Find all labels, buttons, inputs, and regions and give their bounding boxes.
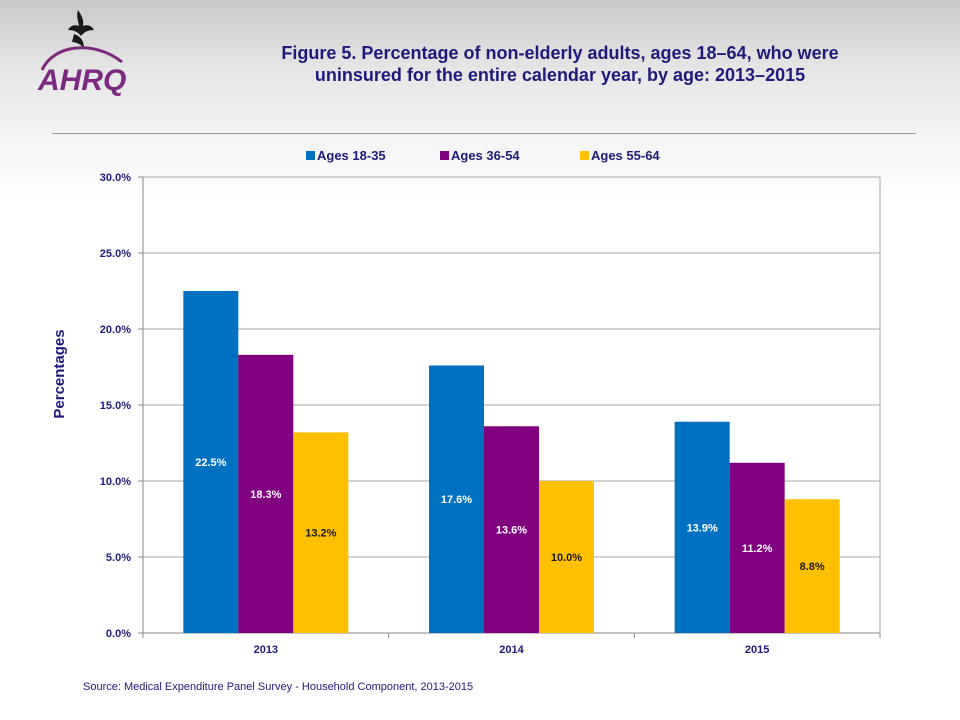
- bar: [183, 291, 239, 633]
- legend-label: Ages 18-35: [317, 148, 386, 163]
- hhs-eagle-icon: [68, 10, 94, 48]
- bar: [293, 432, 349, 633]
- ahrq-logo: AHRQ: [37, 10, 126, 97]
- y-tick-label: 25.0%: [100, 248, 131, 260]
- bars: [183, 291, 840, 633]
- logo-text: AHRQ: [37, 64, 126, 97]
- data-label: 13.9%: [687, 522, 718, 534]
- bar: [539, 481, 594, 633]
- data-label: 10.0%: [551, 552, 582, 564]
- y-tick-label: 0.0%: [106, 628, 131, 640]
- data-label: 17.6%: [441, 494, 472, 506]
- title-line-1: Figure 5. Percentage of non-elderly adul…: [281, 43, 839, 63]
- x-tick-label: 2015: [745, 644, 769, 656]
- data-labels: 22.5% 18.3% 13.2% 17.6% 13.6% 10.0% 13.9% 11.2%…: [195, 457, 825, 573]
- y-tick-label: 15.0%: [100, 400, 131, 412]
- legend: Ages 18-35 Ages 36-54 Ages 55-64: [306, 148, 660, 163]
- arc-swoosh-icon: [40, 46, 123, 71]
- data-label: 11.2%: [742, 543, 773, 555]
- y-axis-label: Percentages: [51, 329, 68, 418]
- y-axis-ticks: 0.0% 5.0% 10.0% 15.0% 20.0% 25.0% 30.0%: [100, 172, 143, 640]
- data-label: 22.5%: [195, 457, 226, 469]
- bar: [784, 499, 840, 633]
- bar: [674, 421, 730, 633]
- y-tick-label: 5.0%: [106, 552, 131, 564]
- x-tick-label: 2014: [499, 644, 524, 656]
- legend-label: Ages 36-54: [451, 148, 520, 163]
- x-axis-ticks: 2013 2014 2015: [142, 633, 881, 656]
- y-tick-label: 20.0%: [100, 324, 131, 336]
- bar: [484, 426, 539, 633]
- title-line-2: uninsured for the entire calendar year, …: [314, 65, 806, 85]
- data-label: 18.3%: [250, 489, 281, 501]
- bar: [238, 354, 294, 633]
- data-label: 13.6%: [496, 525, 527, 537]
- bar: [729, 462, 785, 633]
- y-tick-label: 30.0%: [100, 172, 131, 184]
- legend-swatch: [306, 151, 315, 160]
- source-note: Source: Medical Expenditure Panel Survey…: [83, 681, 474, 693]
- x-tick-label: 2013: [254, 644, 278, 656]
- data-label: 13.2%: [305, 528, 336, 540]
- legend-swatch: [440, 151, 449, 160]
- y-tick-label: 10.0%: [100, 476, 131, 488]
- header-divider: [52, 133, 916, 134]
- legend-label: Ages 55-64: [591, 148, 660, 163]
- data-label: 8.8%: [800, 561, 825, 573]
- bar: [429, 365, 484, 633]
- chart-title: Figure 5. Percentage of non-elderly adul…: [200, 42, 920, 86]
- legend-swatch: [580, 151, 589, 160]
